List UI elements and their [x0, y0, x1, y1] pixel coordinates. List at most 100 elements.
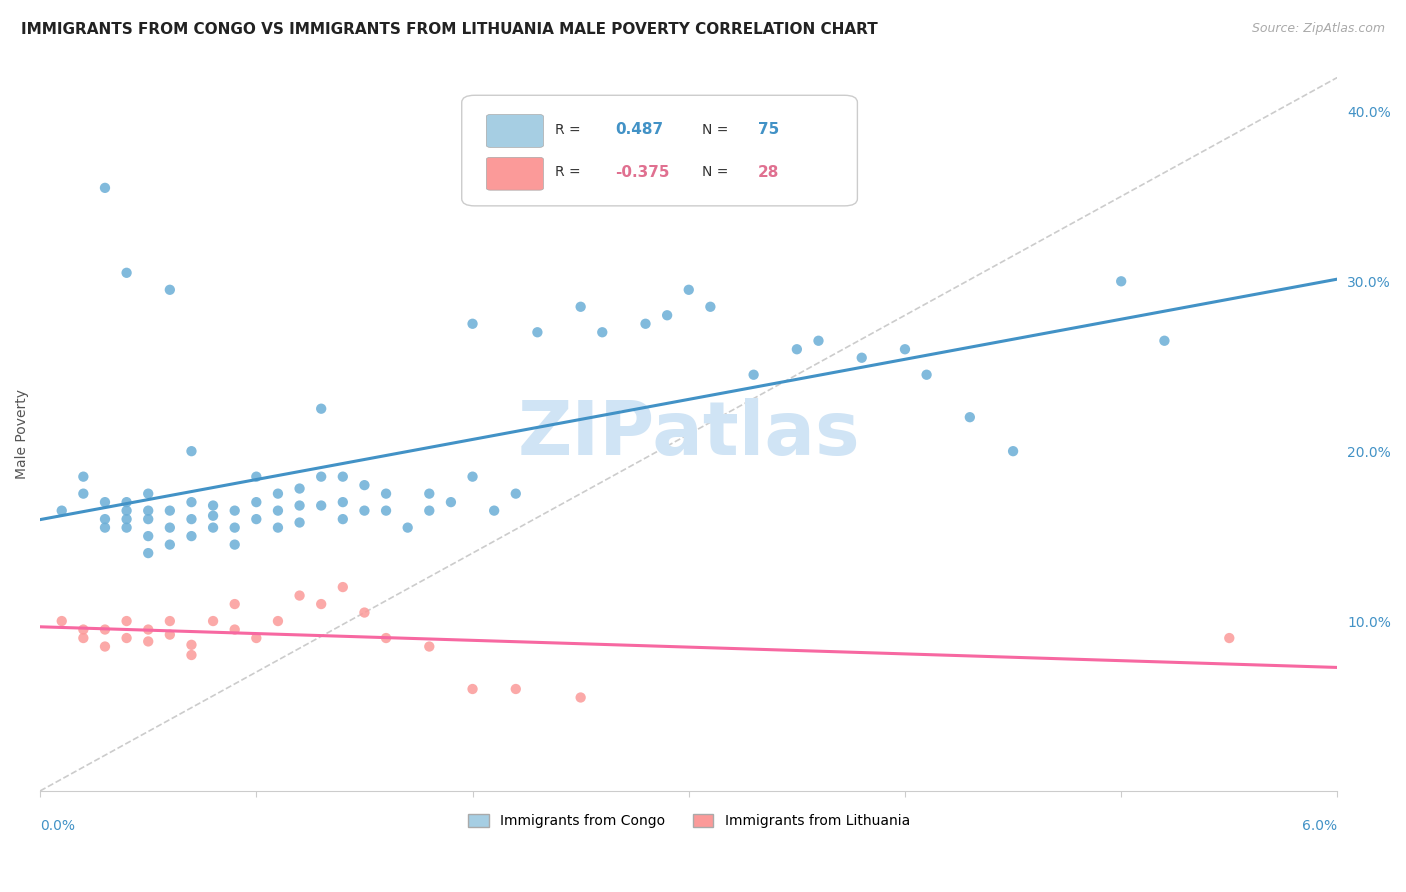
Point — [267, 520, 290, 534]
Point — [505, 486, 527, 500]
Point — [309, 597, 332, 611]
Point — [267, 614, 290, 628]
Point — [1002, 444, 1025, 458]
FancyBboxPatch shape — [486, 157, 544, 190]
FancyBboxPatch shape — [461, 95, 858, 206]
Point — [894, 343, 917, 357]
Point — [180, 512, 202, 526]
Point — [288, 516, 311, 530]
Point — [224, 623, 246, 637]
Point — [180, 444, 202, 458]
Point — [136, 529, 159, 543]
Point — [136, 486, 159, 500]
Point — [418, 503, 440, 517]
Text: ZIPatlas: ZIPatlas — [517, 398, 860, 471]
Point — [591, 325, 613, 339]
Point — [202, 508, 225, 523]
Point — [375, 503, 398, 517]
Text: R =: R = — [555, 165, 585, 179]
Point — [461, 317, 484, 331]
Point — [634, 317, 657, 331]
Point — [94, 640, 117, 654]
Point — [267, 503, 290, 517]
Point — [136, 503, 159, 517]
Point — [180, 495, 202, 509]
Point — [288, 482, 311, 496]
Point — [51, 614, 73, 628]
Point — [526, 325, 548, 339]
Point — [309, 401, 332, 416]
Point — [180, 648, 202, 662]
Point — [418, 640, 440, 654]
Text: IMMIGRANTS FROM CONGO VS IMMIGRANTS FROM LITHUANIA MALE POVERTY CORRELATION CHAR: IMMIGRANTS FROM CONGO VS IMMIGRANTS FROM… — [21, 22, 877, 37]
Point — [569, 690, 592, 705]
Point — [915, 368, 938, 382]
Point — [245, 469, 267, 483]
Point — [159, 614, 181, 628]
Point — [94, 495, 117, 509]
Point — [569, 300, 592, 314]
Text: R =: R = — [555, 122, 585, 136]
Point — [353, 478, 375, 492]
Point — [94, 512, 117, 526]
Point — [115, 512, 138, 526]
Point — [245, 631, 267, 645]
Point — [742, 368, 765, 382]
Point — [807, 334, 830, 348]
Point — [224, 538, 246, 552]
Text: 6.0%: 6.0% — [1302, 820, 1337, 833]
Point — [353, 503, 375, 517]
Text: 75: 75 — [758, 122, 779, 137]
Point — [699, 300, 721, 314]
Point — [396, 520, 419, 534]
Point — [353, 606, 375, 620]
Point — [505, 681, 527, 696]
Text: N =: N = — [702, 165, 733, 179]
Point — [115, 631, 138, 645]
Point — [115, 520, 138, 534]
Point — [655, 308, 678, 322]
FancyBboxPatch shape — [486, 114, 544, 147]
Point — [94, 623, 117, 637]
Point — [72, 623, 94, 637]
Point — [136, 623, 159, 637]
Point — [180, 638, 202, 652]
Point — [159, 520, 181, 534]
Point — [51, 503, 73, 517]
Point — [245, 495, 267, 509]
Point — [375, 631, 398, 645]
Point — [440, 495, 463, 509]
Point — [159, 538, 181, 552]
Point — [332, 495, 354, 509]
Text: 0.487: 0.487 — [614, 122, 664, 137]
Point — [309, 469, 332, 483]
Legend: Immigrants from Congo, Immigrants from Lithuania: Immigrants from Congo, Immigrants from L… — [463, 809, 915, 834]
Point — [115, 266, 138, 280]
Point — [115, 495, 138, 509]
Point — [202, 614, 225, 628]
Point — [159, 627, 181, 641]
Text: Source: ZipAtlas.com: Source: ZipAtlas.com — [1251, 22, 1385, 36]
Point — [202, 499, 225, 513]
Point — [851, 351, 873, 365]
Point — [72, 486, 94, 500]
Point — [332, 580, 354, 594]
Point — [461, 469, 484, 483]
Point — [94, 520, 117, 534]
Point — [245, 512, 267, 526]
Point — [180, 529, 202, 543]
Point — [1218, 631, 1240, 645]
Point — [288, 589, 311, 603]
Point — [136, 546, 159, 560]
Point — [159, 283, 181, 297]
Point — [288, 499, 311, 513]
Point — [115, 503, 138, 517]
Text: N =: N = — [702, 122, 733, 136]
Point — [159, 503, 181, 517]
Point — [678, 283, 700, 297]
Point — [224, 503, 246, 517]
Point — [1109, 274, 1132, 288]
Point — [94, 181, 117, 195]
Point — [115, 614, 138, 628]
Point — [72, 631, 94, 645]
